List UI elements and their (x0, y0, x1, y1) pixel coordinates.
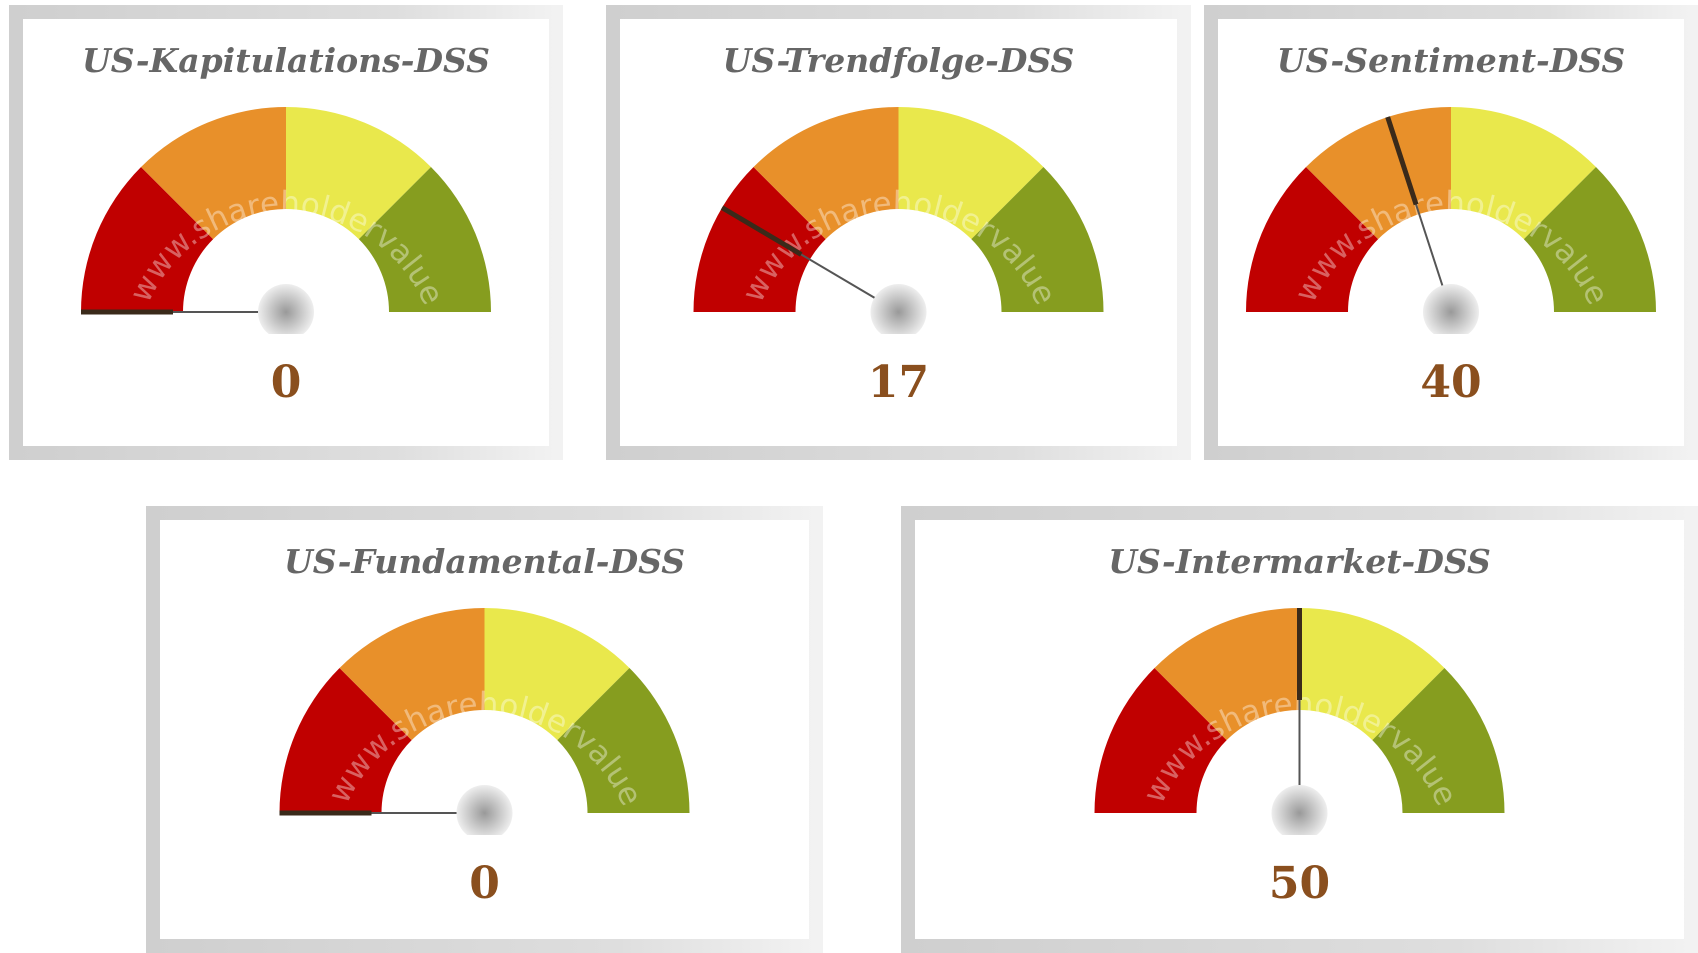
gauge-band (1299, 608, 1445, 741)
gauge-title: US-Intermarket-DSS (1108, 542, 1491, 581)
gauge-band (286, 107, 431, 240)
hub-cut (1421, 334, 1481, 344)
gauge-band (1306, 107, 1451, 240)
gauge-title: US-Sentiment-DSS (1277, 41, 1626, 80)
gauge-value: 50 (1269, 858, 1330, 909)
gauge-band (1451, 107, 1596, 240)
gauge-hub (1271, 785, 1328, 841)
gauge-band (358, 167, 491, 312)
gauge-band (484, 608, 630, 741)
hub-cut (868, 334, 929, 344)
gauge-title: US-Kapitulations-DSS (82, 41, 490, 80)
hub-cut (256, 334, 316, 344)
gauge-band (1094, 668, 1227, 813)
hub-cut (454, 835, 515, 845)
gauge-band (971, 167, 1104, 312)
gauge-value: 40 (1420, 357, 1481, 408)
gauge-card: US-Kapitulations-DSSwww.shareholdervalue… (0, 0, 563, 460)
gauge-hub (870, 284, 927, 340)
hub-cut (1269, 835, 1330, 845)
gauge-value: 17 (868, 357, 929, 408)
gauge-value: 0 (271, 357, 302, 408)
card-frame (146, 506, 823, 953)
gauge-band (81, 167, 214, 312)
gauge-needle-tip (720, 205, 803, 257)
gauge-band (898, 107, 1044, 240)
gauge-band (1372, 668, 1505, 813)
gauge-band (1246, 167, 1379, 312)
gauge-band (141, 107, 286, 240)
gauge-band (557, 668, 690, 813)
gauge-needle-tip (1385, 116, 1419, 206)
gauge-hub (1423, 284, 1479, 340)
gauge-hub (258, 284, 314, 340)
gauge-title: US-Trendfolge-DSS (723, 41, 1075, 80)
gauge-title: US-Fundamental-DSS (284, 542, 685, 581)
gauge-band (1154, 608, 1300, 741)
gauge-band (753, 107, 899, 240)
gauge-band (693, 167, 826, 312)
gauge-band (339, 608, 485, 741)
gauge-value: 0 (469, 858, 500, 909)
gauge-band (279, 668, 412, 813)
card-frame (606, 5, 1191, 460)
gauge-band (1523, 167, 1656, 312)
gauge-hub (456, 785, 513, 841)
